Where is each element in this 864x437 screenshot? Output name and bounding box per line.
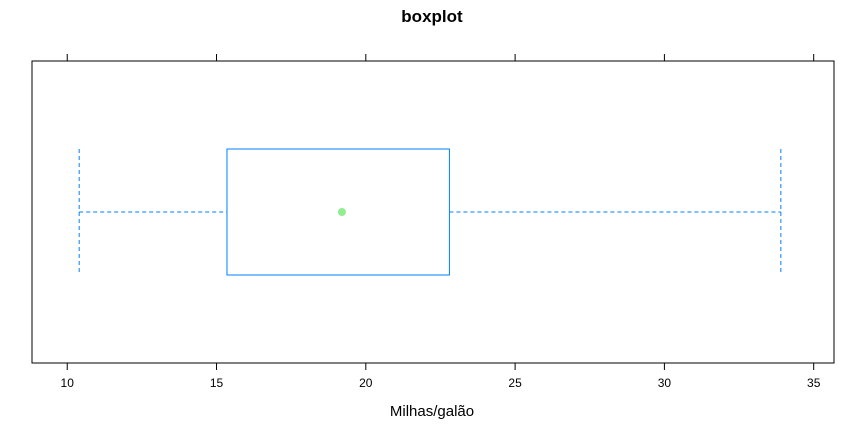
plot-frame <box>31 60 835 364</box>
x-tick-labels: 10 15 20 25 30 35 <box>61 376 821 390</box>
box-plot <box>78 148 782 276</box>
x-tick-label: 30 <box>658 376 672 390</box>
x-tick-label: 25 <box>508 376 522 390</box>
bottom-axis-ticks <box>66 363 815 370</box>
x-tick-label: 10 <box>61 376 75 390</box>
x-tick-label: 15 <box>210 376 224 390</box>
chart-title: boxplot <box>401 7 463 26</box>
top-axis-ticks <box>66 54 815 61</box>
x-tick-label: 20 <box>359 376 373 390</box>
x-tick-label: 35 <box>807 376 821 390</box>
interquartile-box <box>226 148 450 276</box>
median-dot <box>337 208 346 216</box>
x-axis-label: Milhas/galão <box>390 403 474 420</box>
